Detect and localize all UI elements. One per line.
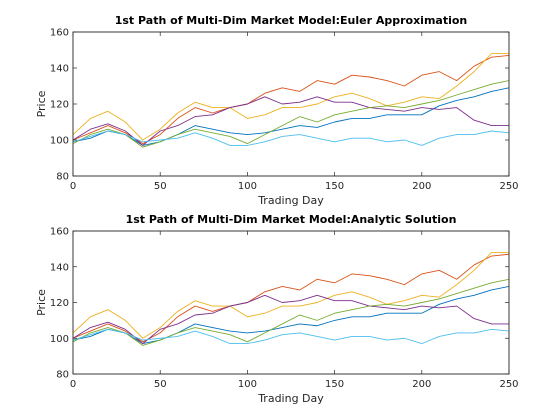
series-line-2 xyxy=(72,54,510,145)
plot-area xyxy=(72,31,510,177)
series-line-2 xyxy=(72,253,510,343)
x-tick-label: 150 xyxy=(325,181,344,192)
x-tick-label: 50 xyxy=(154,379,167,390)
x-axis-label: Trading Day xyxy=(257,194,324,207)
y-tick-label: 120 xyxy=(50,298,69,309)
y-axis-label: Price xyxy=(35,90,48,117)
series-line-1 xyxy=(72,87,510,146)
y-tick-label: 120 xyxy=(50,100,69,111)
chart-2: 0 50 100 150 200 250 80 100 120 140 160 1st Path of… xyxy=(35,213,519,405)
y-axis-label: Price xyxy=(35,289,48,316)
x-tick-label: 200 xyxy=(412,181,431,192)
chart-title: 1st Path of Multi-Dim Market Model:Euler… xyxy=(115,14,468,27)
series-line-4 xyxy=(72,96,509,146)
chart-title: 1st Path of Multi-Dim Market Model:Analy… xyxy=(126,213,457,226)
y-tick-label: 160 xyxy=(50,227,69,238)
series-line-5 xyxy=(72,80,510,148)
x-axis-label: Trading Day xyxy=(257,392,324,405)
x-tick-label: 100 xyxy=(238,379,257,390)
x-tick-label: 200 xyxy=(412,379,431,390)
y-tick-label: 100 xyxy=(50,136,69,147)
chart-1: 0 50 100 150 200 250 80 100 120 140 160 1st Path of… xyxy=(35,14,519,207)
x-tick-label: 150 xyxy=(325,379,344,390)
x-tick-label: 0 xyxy=(70,379,76,390)
x-tick-label: 250 xyxy=(499,379,518,390)
series-line-3 xyxy=(72,53,509,141)
series-line-4 xyxy=(72,294,509,345)
series-line-6 xyxy=(72,130,510,146)
x-tick-label: 0 xyxy=(70,181,76,192)
y-tick-label: 160 xyxy=(50,28,69,39)
y-tick-label: 100 xyxy=(50,334,69,345)
x-tick-label: 50 xyxy=(154,181,167,192)
series-line-5 xyxy=(72,278,510,346)
y-tick-label: 140 xyxy=(50,262,69,273)
y-tick-label: 80 xyxy=(56,370,69,381)
series-line-1 xyxy=(72,285,510,345)
series-line-6 xyxy=(72,328,510,345)
y-tick-label: 80 xyxy=(56,172,69,183)
y-tick-label: 140 xyxy=(50,64,69,75)
x-tick-label: 250 xyxy=(499,181,518,192)
x-tick-label: 100 xyxy=(238,181,257,192)
series-line-3 xyxy=(72,251,509,339)
